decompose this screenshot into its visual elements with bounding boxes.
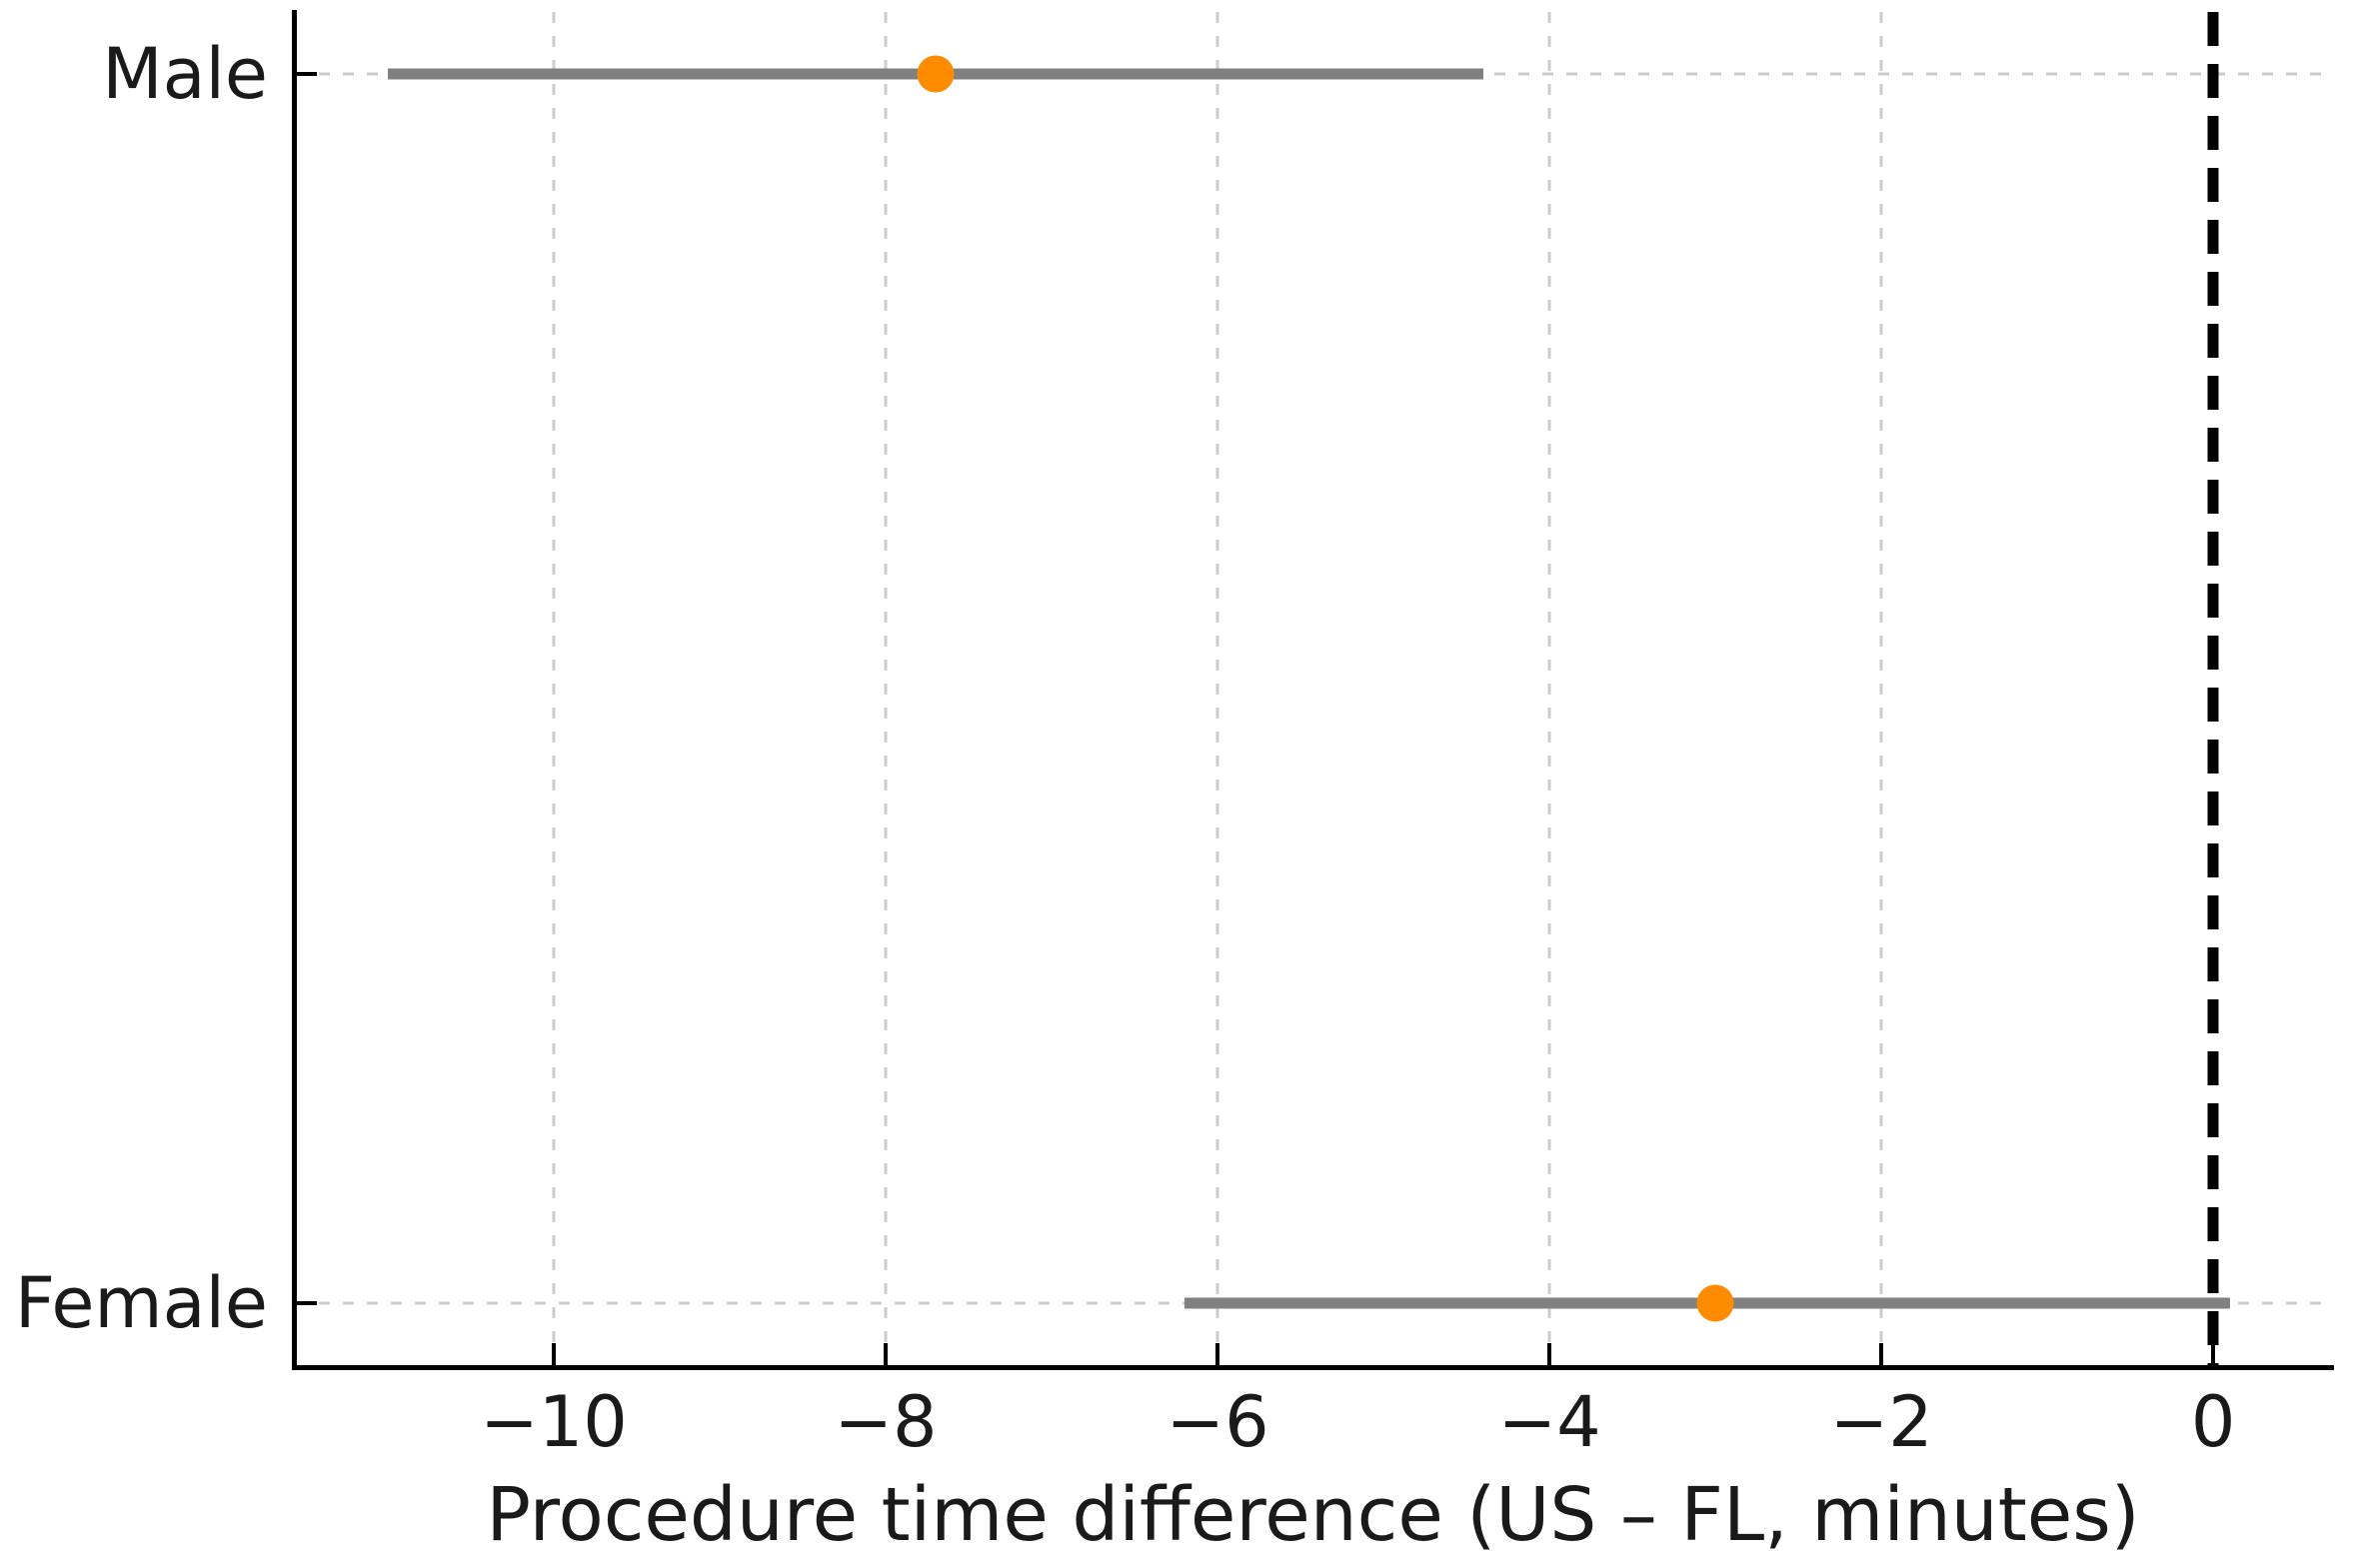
x-tick-label: −4: [1497, 1381, 1601, 1463]
y-tick-mark: [295, 1301, 317, 1306]
y-axis-spine: [292, 10, 297, 1370]
vertical-gridline: [1547, 12, 1551, 1365]
point-estimate-dot: [917, 55, 955, 93]
vertical-gridline: [1879, 12, 1883, 1365]
y-tick-mark: [295, 71, 317, 76]
plot-area: [295, 12, 2331, 1365]
x-tick-mark: [1547, 1343, 1552, 1365]
x-tick-label: −2: [1829, 1381, 1933, 1463]
x-axis-spine: [292, 1365, 2334, 1370]
x-tick-mark: [1879, 1343, 1884, 1365]
x-axis-tick-labels: −10 −8 −6 −4 −2 0: [295, 1380, 2331, 1470]
vertical-gridline: [884, 12, 888, 1365]
x-tick-label: −6: [1166, 1381, 1269, 1463]
x-tick-mark: [1215, 1343, 1220, 1365]
vertical-gridline: [1215, 12, 1219, 1365]
x-tick-mark: [551, 1343, 556, 1365]
y-tick-label: Male: [102, 32, 268, 115]
zero-reference-line: [2207, 12, 2219, 1365]
x-tick-mark: [2211, 1343, 2216, 1365]
x-axis-title: Procedure time difference (US – FL, minu…: [486, 1472, 2140, 1558]
x-tick-label: −10: [480, 1381, 628, 1463]
point-estimate-dot: [1696, 1284, 1734, 1322]
x-tick-mark: [884, 1343, 888, 1365]
x-tick-label: 0: [2190, 1381, 2236, 1463]
vertical-gridline: [552, 12, 556, 1365]
x-tick-label: −8: [834, 1381, 938, 1463]
y-tick-label: Female: [14, 1262, 268, 1345]
